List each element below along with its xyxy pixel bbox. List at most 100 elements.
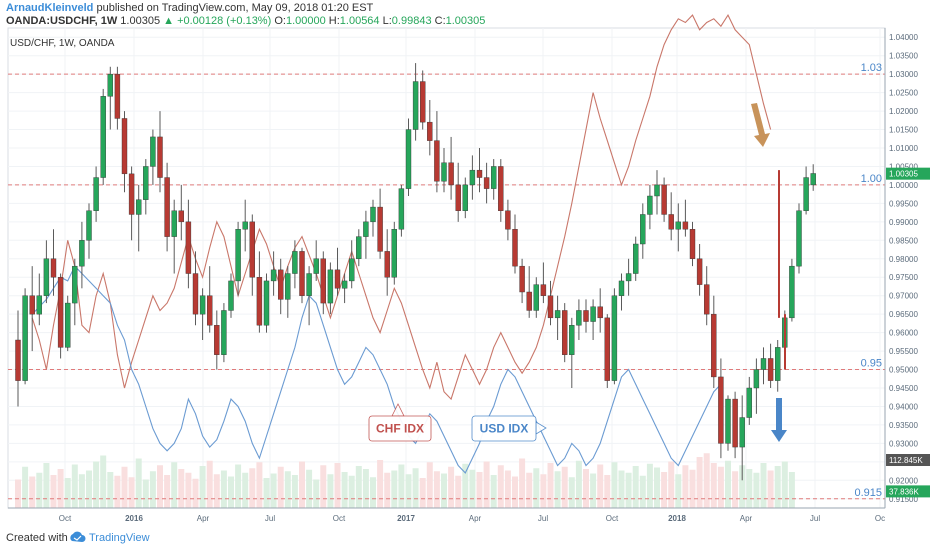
level-label: 1.03 [861, 62, 882, 74]
candle-body [533, 284, 539, 311]
candle-body [469, 169, 476, 186]
tradingview-brand[interactable]: TradingView [89, 532, 150, 544]
volume-bar [256, 462, 263, 508]
candle-body [604, 317, 610, 381]
volume-bar [57, 469, 64, 508]
volume-bar [419, 478, 426, 508]
volume-bar [270, 473, 277, 508]
volume-bar [448, 466, 455, 508]
candlesticks [15, 63, 816, 481]
volume-bar [788, 472, 795, 508]
volume-bar [149, 471, 156, 508]
price-tag [886, 454, 930, 466]
volume-bar [36, 472, 43, 508]
candle-body [57, 277, 64, 348]
volume-bar [157, 465, 163, 508]
candle-body [228, 280, 234, 311]
tradingview-logo-icon [66, 530, 88, 549]
candle-body [405, 129, 412, 189]
volume-bar [710, 463, 717, 508]
candle-body [654, 184, 660, 197]
price-tick-label: 0.92000 [889, 476, 918, 485]
candle-body [263, 280, 270, 326]
candle-body [412, 81, 419, 130]
volume-bar [313, 479, 320, 508]
candle-body [583, 310, 589, 322]
volume-bar [426, 462, 433, 508]
volume-bar [64, 478, 71, 508]
price-tick-label: 1.03500 [889, 52, 918, 61]
candle-body [647, 195, 653, 215]
candle-body [505, 210, 511, 230]
volume-bar [455, 475, 462, 508]
volume-bar [348, 475, 355, 508]
volume-bar [661, 472, 668, 508]
candle-body [199, 295, 206, 315]
time-axis[interactable]: Oct 2016 Apr Jul Oct 2017 Apr Jul Oct 2018 Apr Jul O… [8, 507, 885, 523]
candle-body [625, 273, 632, 282]
price-tick-label: 0.96500 [889, 310, 918, 319]
candle-body [611, 295, 618, 381]
candle-body [72, 265, 78, 304]
volume-bar [590, 473, 597, 508]
candle-body [128, 173, 135, 215]
time-tick-label: 2018 [668, 514, 686, 523]
volume-bar [398, 464, 405, 508]
volume-bar [228, 476, 234, 508]
volume-bar [725, 460, 731, 508]
volume-bar [739, 465, 746, 508]
volume-bar [717, 466, 724, 508]
price-axis[interactable]: 1.04000 1.03500 1.03000 1.02500 1.02000 1.015… [884, 28, 930, 508]
volume-bar [575, 460, 582, 508]
volume-bar [568, 477, 575, 508]
volume-bar [100, 455, 107, 508]
candle-body [569, 325, 575, 355]
candle-body [242, 221, 248, 230]
candle-body [121, 118, 128, 175]
time-tick-label: Apr [469, 514, 482, 523]
price-tick-label: 0.99500 [889, 199, 918, 208]
candle-body [491, 166, 497, 189]
volume-bar [15, 479, 21, 508]
candle-body [334, 269, 341, 289]
candle-body [86, 210, 92, 241]
candle-body [767, 358, 774, 381]
price-tick-label: 1.00000 [889, 181, 918, 190]
price-tick-label: 1.02000 [889, 107, 918, 116]
volume-bar [547, 463, 554, 508]
published-text: published on TradingView.com, May 09, 20… [93, 2, 374, 14]
volume-bar [213, 474, 220, 508]
volume-bar [355, 466, 362, 508]
candle-body [320, 258, 326, 304]
candle-body [143, 166, 149, 200]
volume-bar [284, 471, 291, 508]
volume-bar [43, 463, 50, 508]
candle-body [696, 258, 703, 285]
candle-body [398, 188, 405, 230]
volume-bar [597, 464, 604, 508]
candle-body [256, 277, 263, 326]
candle-body [576, 310, 582, 326]
volume-bar [299, 461, 305, 508]
price-tick-label: 0.96000 [889, 329, 918, 338]
candle-body [278, 269, 284, 300]
price-tick-label: 1.00500 [889, 162, 918, 171]
candle-body [760, 358, 767, 370]
price-tick-label: 0.97000 [889, 292, 918, 301]
volume-bar [50, 475, 57, 508]
volume-bar [164, 475, 171, 508]
grid-lines [7, 27, 886, 509]
price-chart[interactable]: 1.031.000.950.915 1.040001.035001.030001… [0, 0, 932, 528]
candle-body [483, 177, 490, 189]
candle-body [171, 210, 177, 237]
volume-bar [526, 472, 533, 508]
volume-bar [668, 461, 675, 508]
volume-bar [746, 469, 753, 508]
author-link[interactable]: ArnaudKleinveld [6, 2, 94, 14]
candle-body [341, 280, 348, 289]
volume-bar [277, 466, 284, 508]
volume-bar [497, 465, 504, 508]
volume-bar [767, 470, 774, 508]
volume-bar [29, 476, 36, 508]
candle-body [462, 184, 468, 211]
